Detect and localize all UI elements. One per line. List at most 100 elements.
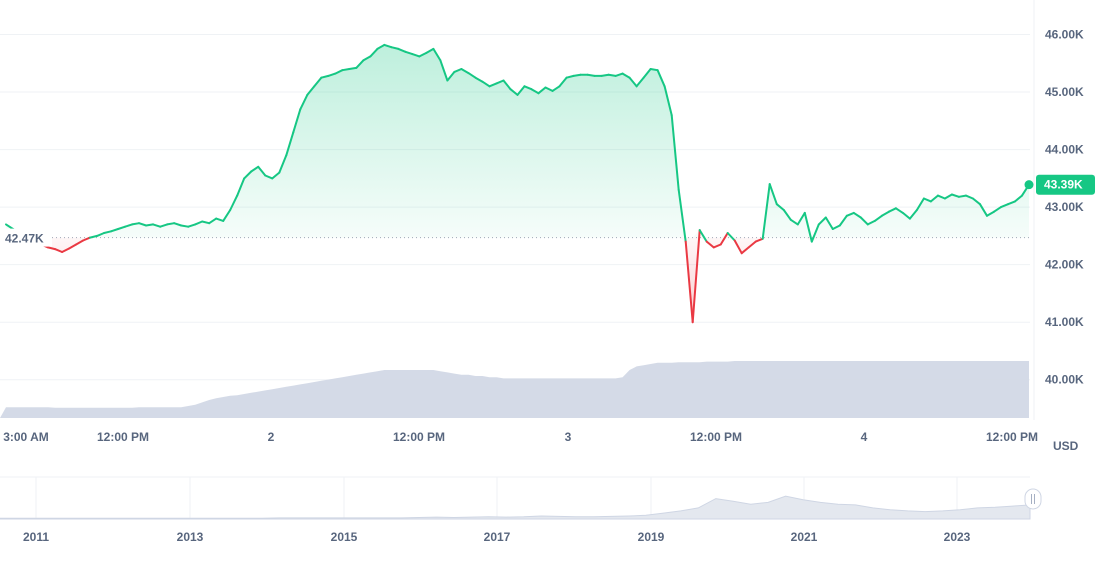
y-tick-label: 44.00K [1045,143,1084,157]
price-line-segment [439,59,449,82]
price-line-segment [838,214,848,227]
price-line-segment [376,43,386,50]
price-line-segment [397,47,407,53]
price-line-segment [61,247,71,253]
price-line-segment [5,223,14,230]
price-line-segment [768,183,778,206]
price-line-segment [271,171,281,180]
price-line-segment [831,224,841,230]
price-line-segment [1007,200,1016,206]
currency-label: USD [1053,439,1079,453]
price-line-segment [68,243,78,250]
price-line-segment [656,69,666,88]
price-line-segment [124,223,134,228]
navigator-year-label: 2013 [177,530,204,544]
price-line-segment [96,232,106,237]
price-line-segment [873,214,883,222]
x-tick-label: 2 [268,430,275,444]
price-line-segment [467,72,477,79]
price-line-segment [537,86,547,95]
price-line-segment [565,74,575,79]
price-line-segment [257,165,267,177]
x-tick-label: 12:00 PM [393,430,445,444]
price-line-segment [306,85,316,96]
x-tick-label: 3 [565,430,572,444]
price-line-segment [726,232,736,242]
price-fill [6,44,1029,323]
price-line-segment [250,165,260,173]
y-tick-label: 40.00K [1045,373,1084,387]
price-line-segment [796,211,806,226]
price-line-segment [775,203,785,211]
price-line-segment [453,68,463,73]
price-line-segment [740,246,750,255]
price-line-segment [411,53,421,58]
price-line-segment [152,223,162,228]
price-line-segment [789,218,799,226]
navigator-handle[interactable] [1024,488,1042,510]
navigator: 2011 2013 2015 2017 2019 2021 2023 [0,476,1031,544]
navigator-area [0,495,1031,520]
price-line-segment [285,131,295,157]
y-tick-label: 42.00K [1045,258,1084,272]
price-line-segment [607,73,617,77]
price-line-segment [75,239,85,246]
reference-value-label: 42.47K [5,232,44,246]
price-line-segment [215,217,225,222]
price-line-segment [586,73,596,77]
price-line-segment [887,207,897,213]
price-line-segment [54,248,64,253]
current-price-badge-bg [1036,174,1095,195]
price-line-segment [859,216,869,226]
price-line-segment [334,69,344,75]
price-line-segment [355,59,365,69]
navigator-year-label: 2019 [638,530,665,544]
price-line-segment [362,55,372,62]
price-line-segment [979,203,988,217]
price-line-segment [670,114,680,191]
current-price-badge: 43.39K [1036,174,1095,195]
navigator-year-label: 2011 [23,530,49,544]
x-tick-label: 12:00 PM [986,430,1038,444]
price-line-segment [698,229,708,243]
price-line-segment [187,223,197,228]
price-line-segment [817,216,827,226]
price-line-segment [348,66,358,70]
x-tick-label: 3:00 AM [3,430,49,444]
price-line-segment [488,82,498,88]
price-line-segment [621,72,631,79]
price-line-segment [929,194,939,203]
price-line-segment [684,240,694,324]
navigator-year-label: 2021 [791,530,818,544]
price-line-segment [432,47,442,62]
price-line-segment [880,210,890,217]
price-line-segment [803,211,813,243]
price-line-segment [936,194,946,200]
price-line-segment [320,74,330,79]
price-line-segment [383,43,393,49]
price-line-segment [145,223,155,227]
price-line-segment [824,216,834,230]
price-line-segment [993,206,1002,213]
price-line-segment [551,85,561,92]
price-line-segment [922,197,932,203]
price-line-segment [82,236,92,242]
price-line-segment [243,170,253,180]
price-line-segment [166,222,176,226]
price-line-segment [138,222,148,227]
price-line-segment [705,240,715,249]
y-axis: 46.00K 45.00K 44.00K 43.00K 42.00K 41.00K 40.0… [1045,28,1084,387]
navigator-year-label: 2015 [331,530,358,544]
x-tick-label: 12:00 PM [97,430,149,444]
x-tick-label: 12:00 PM [690,430,742,444]
price-line-segment [810,223,820,243]
price-line-segment [712,243,722,249]
price-line-segment [292,108,302,134]
y-tick-label: 45.00K [1045,85,1084,99]
price-line-segment [691,229,701,324]
price-line-segment [635,76,645,88]
price-line-segment [957,194,967,198]
price-line-segment [523,85,533,91]
price-line-segment [418,51,428,58]
